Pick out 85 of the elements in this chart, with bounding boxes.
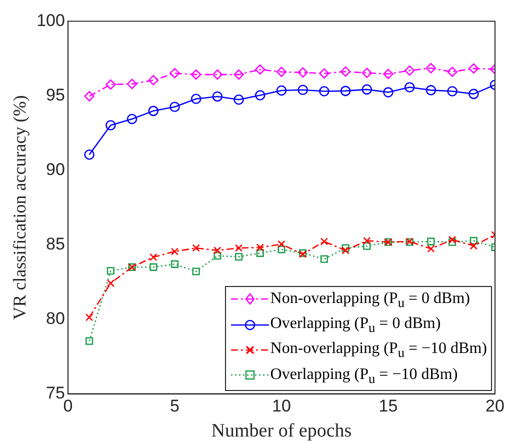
point [85,314,94,322]
point [234,69,244,80]
point [362,68,372,78]
point [190,69,202,80]
legend-label: Overlapping (P$_{u}$ = −10 dBm) [270,366,458,386]
y-tick-label: 90 [46,160,65,179]
point [212,91,223,102]
y-tick-label: 85 [46,234,65,254]
point [192,244,200,252]
point [148,75,159,86]
point [234,94,244,105]
legend-label: Non-overlapping (P$_{u}$ = 0 dBm) [270,290,470,310]
point [383,68,394,80]
point [84,91,94,102]
point [340,66,351,77]
point [170,248,179,256]
point [404,65,415,76]
point [256,244,264,252]
point [383,87,394,98]
point [363,236,371,245]
point [447,86,458,96]
y-tick-label: 75 [46,383,65,402]
x-tick-label: 10 [272,396,291,416]
point [448,236,456,244]
point [212,69,223,80]
point [447,66,458,78]
point [404,82,415,92]
point [298,67,308,78]
point [170,102,180,112]
point [448,238,456,246]
point [278,240,286,248]
point [192,268,200,276]
point [190,94,202,104]
point [468,88,479,100]
point [170,68,180,78]
point [214,252,222,260]
point [319,86,330,96]
point [254,90,266,100]
point [320,238,328,246]
point [276,66,287,78]
point [427,238,435,246]
y-tick-label: 95 [46,85,65,104]
y-tick-label: 80 [46,308,65,328]
point [320,255,328,263]
point [84,149,94,160]
point [150,253,158,261]
point [468,63,479,74]
point [106,279,114,288]
point [342,244,350,252]
point [106,267,114,275]
point [426,63,436,74]
x-tick-label: 15 [378,396,398,416]
point [150,263,158,271]
point [298,84,308,96]
x-axis-title: Number of epochs [211,420,352,442]
point [126,114,138,124]
legend-label: Non-overlapping (P$_{u}$ = −10 dBm) [270,340,487,361]
x-tick-label: 0 [63,396,73,416]
point [170,260,179,268]
point [426,85,436,96]
point [470,242,478,250]
point [85,337,94,345]
point [254,64,266,75]
point [340,86,351,96]
x-tick-label: 20 [486,396,504,416]
y-axis-title: VR classification accuracy (%) [10,95,30,320]
point [106,120,116,130]
point [214,246,222,254]
point [126,78,138,90]
x-tick-label: 5 [170,396,180,416]
point [319,68,330,79]
point [106,79,116,90]
point [276,85,287,96]
point [234,253,243,261]
point [342,246,350,254]
point [148,106,159,116]
point [470,236,478,245]
legend-label: Overlapping (P$_{u}$ = 0 dBm) [270,315,441,336]
y-tick-label: 100 [36,10,65,30]
point [362,84,372,95]
point [234,244,243,252]
point [427,244,435,253]
point [278,246,286,254]
point [256,249,264,257]
point [363,242,371,250]
